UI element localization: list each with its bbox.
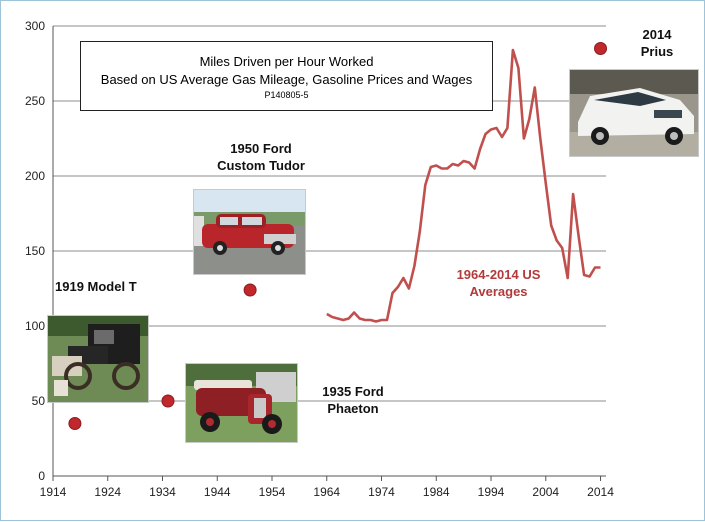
car-photo-prius-image: [570, 70, 698, 156]
annotation-us-averages-line1: 1964-2014 US: [456, 267, 541, 282]
annotation-1950-ford: 1950 Ford Custom Tudor: [201, 140, 321, 174]
tick-labels: 0 50 100 150 200 250 300 1914 1924 1934 1944 1954 19…: [25, 19, 614, 499]
annotation-prius-line1: 2014: [642, 27, 672, 42]
annotation-1950-ford-line2: Custom Tudor: [217, 158, 305, 173]
x-tick-label-1974: 1974: [368, 485, 395, 499]
annotation-1935-ford-line2: Phaeton: [327, 401, 379, 416]
chart-code: P140805-5: [264, 90, 309, 100]
y-tick-label-300: 300: [25, 19, 45, 33]
car-photo-1935-ford-image: [186, 364, 297, 442]
series-line-0: [326, 48, 601, 323]
annotation-prius: 2014 Prius: [629, 26, 685, 60]
chart-subtitle: Based on US Average Gas Mileage, Gasolin…: [100, 72, 473, 87]
annotation-us-averages: 1964-2014 US Averages: [441, 266, 556, 300]
annotation-1950-ford-line1: 1950 Ford: [230, 141, 292, 156]
x-tick-label-1924: 1924: [94, 485, 121, 499]
y-tick-label-250: 250: [25, 94, 45, 108]
data-point-1: [161, 394, 175, 408]
annotation-1935-ford-line1: 1935 Ford: [322, 384, 384, 399]
x-tick-label-1984: 1984: [423, 485, 450, 499]
x-tick-label-2004: 2004: [532, 485, 559, 499]
x-tick-label-1964: 1964: [313, 485, 340, 499]
data-points: [68, 42, 608, 430]
data-point-0: [68, 417, 82, 430]
chart-title: Miles Driven per Hour Worked: [199, 54, 374, 69]
x-tick-label-1944: 1944: [204, 485, 231, 499]
annotation-1935-ford: 1935 Ford Phaeton: [313, 383, 393, 417]
car-photo-model-t-image: [48, 316, 148, 402]
x-tick-label-1934: 1934: [149, 485, 176, 499]
annotation-us-averages-line2: Averages: [469, 284, 528, 299]
y-tick-label-150: 150: [25, 244, 45, 258]
x-tick-label-1994: 1994: [478, 485, 505, 499]
data-point-3: [594, 42, 608, 55]
series-lines: [326, 48, 601, 323]
annotation-prius-line2: Prius: [640, 44, 674, 59]
y-tick-label-200: 200: [25, 169, 45, 183]
x-tick-label-1954: 1954: [259, 485, 286, 499]
car-photo-1935-ford: [185, 363, 298, 443]
car-photo-model-t: [47, 315, 149, 403]
chart-title-box: Miles Driven per Hour Worked Based on US…: [80, 41, 493, 111]
y-tick-label-0: 0: [38, 469, 45, 483]
x-tick-label-1914: 1914: [40, 485, 67, 499]
y-tick-label-100: 100: [25, 319, 45, 333]
annotation-model-t-line1: 1919 Model T: [55, 279, 137, 294]
x-tick-label-2014: 2014: [587, 485, 614, 499]
car-photo-1950-ford-image: [194, 190, 305, 274]
y-tick-label-50: 50: [32, 394, 46, 408]
car-photo-prius: [569, 69, 699, 157]
data-point-2: [243, 283, 257, 297]
car-photo-1950-ford: [193, 189, 306, 275]
annotation-model-t: 1919 Model T: [55, 278, 137, 295]
